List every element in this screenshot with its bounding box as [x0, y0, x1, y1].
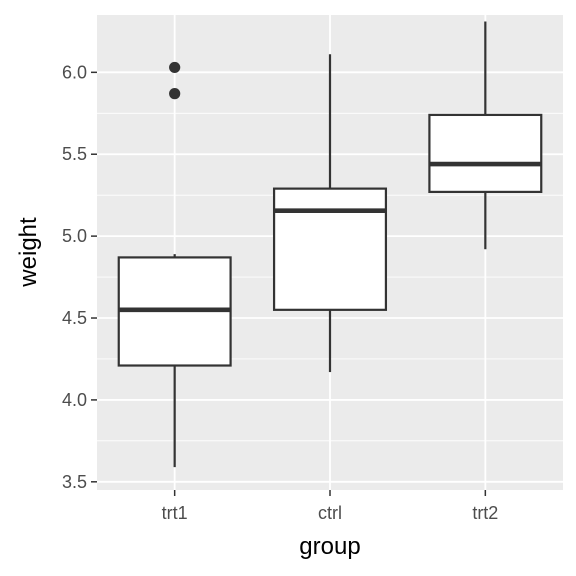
outlier-point: [169, 61, 181, 74]
y-axis: 3.5 4.0 4.5 5.0 5.5 6.0: [62, 62, 97, 492]
box-body: [272, 187, 388, 311]
y-tick-label: 4.0: [62, 390, 87, 410]
y-tick-label: 5.0: [62, 226, 87, 246]
y-tick-label: 3.5: [62, 472, 87, 492]
y-tick-label: 6.0: [62, 62, 87, 82]
box-ctrl: [272, 54, 388, 373]
box-trt1: [117, 61, 232, 468]
x-axis-title: group: [299, 533, 360, 560]
y-tick-label: 5.5: [62, 144, 87, 164]
box-body: [428, 113, 543, 193]
x-tick-label: trt1: [162, 503, 188, 523]
outlier-point: [169, 88, 181, 100]
box-trt2: [428, 21, 543, 250]
boxes-layer: [117, 21, 543, 468]
x-axis: trt1 ctrl trt2: [162, 490, 498, 523]
x-tick-label: ctrl: [318, 503, 342, 523]
x-tick-label: trt2: [472, 503, 498, 523]
y-tick-label: 4.5: [62, 308, 87, 328]
y-axis-title: weight: [15, 217, 42, 288]
